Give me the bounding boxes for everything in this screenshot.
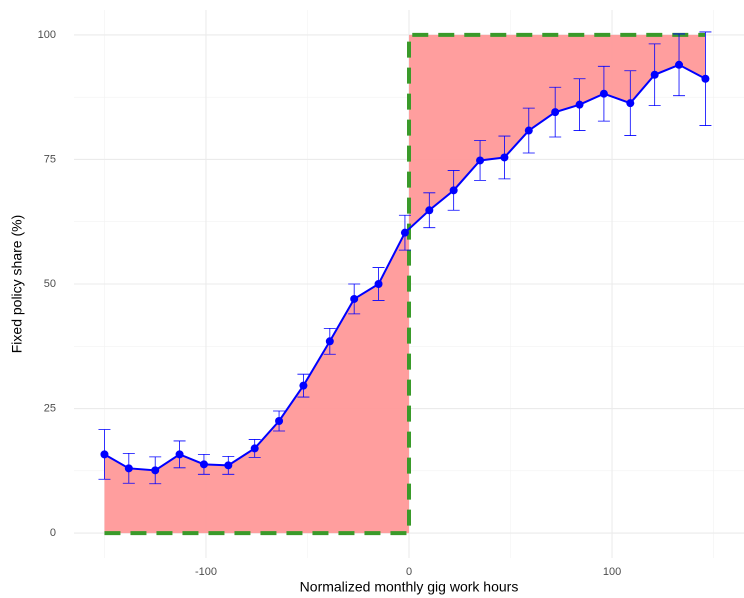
y-tick-label: 50 — [44, 278, 56, 290]
point — [151, 466, 160, 475]
y-tick-label: 100 — [38, 29, 56, 41]
point — [299, 381, 308, 390]
x-tick-label: 0 — [406, 566, 412, 578]
point — [476, 156, 485, 165]
point — [350, 294, 359, 303]
point — [425, 206, 434, 215]
x-tick-label: -100 — [195, 566, 217, 578]
point — [551, 108, 560, 117]
point — [374, 280, 383, 288]
point — [100, 450, 109, 459]
gap-area — [409, 34, 706, 229]
point — [500, 153, 509, 162]
point — [224, 461, 233, 470]
point — [449, 186, 458, 195]
point — [524, 126, 533, 135]
point — [199, 460, 208, 469]
point — [250, 444, 259, 453]
point — [626, 99, 635, 108]
y-axis-title: Fixed policy share (%) — [9, 215, 25, 354]
step-line — [104, 32, 706, 536]
point — [675, 60, 684, 69]
point — [650, 70, 659, 79]
gap-area — [104, 228, 410, 534]
point — [575, 100, 584, 109]
point — [599, 89, 608, 98]
point — [701, 74, 710, 83]
y-tick-label: 0 — [50, 527, 56, 539]
point — [325, 337, 334, 346]
y-tick-label: 75 — [44, 153, 56, 165]
x-axis-title: Normalized monthly gig work hours — [300, 579, 519, 595]
point — [275, 417, 284, 425]
y-tick-label: 25 — [44, 402, 56, 414]
x-tick-label: 100 — [603, 566, 621, 578]
point — [400, 228, 409, 237]
point — [175, 450, 184, 459]
point — [124, 464, 133, 473]
